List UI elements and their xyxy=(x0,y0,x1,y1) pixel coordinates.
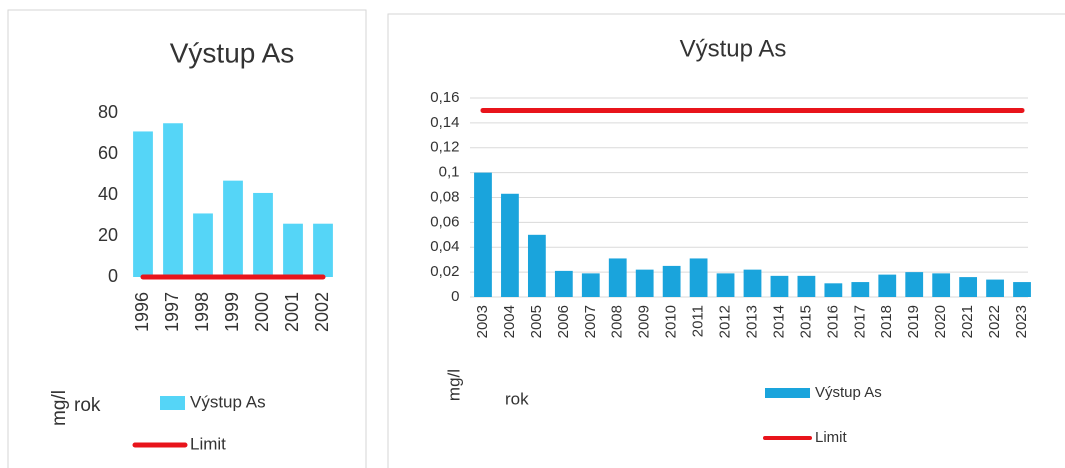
panel xyxy=(387,13,1065,468)
bar xyxy=(527,234,546,297)
bar xyxy=(662,265,681,297)
bar xyxy=(932,273,951,297)
legend-swatch xyxy=(765,388,810,398)
x-tick-label: 2001 xyxy=(282,292,302,332)
x-tick-label: 2018 xyxy=(878,305,895,338)
chart-title: Výstup As xyxy=(680,35,787,62)
x-tick-label: 2010 xyxy=(663,305,680,338)
y-axis-label: mg/l xyxy=(49,390,70,426)
legend-label: Limit xyxy=(815,429,848,446)
x-tick-label: 1997 xyxy=(162,292,182,332)
bar xyxy=(163,123,183,277)
x-tick-label: 1998 xyxy=(192,292,212,332)
bar xyxy=(501,193,519,297)
bar xyxy=(824,283,843,297)
bar xyxy=(770,275,789,297)
y-tick-label: 0,04 xyxy=(430,238,459,255)
bar xyxy=(878,274,897,297)
y-tick-label: 20 xyxy=(98,225,118,245)
x-tick-label: 2020 xyxy=(932,305,949,338)
bar xyxy=(689,258,708,297)
x-tick-label: 2014 xyxy=(770,305,787,338)
y-tick-label: 0,02 xyxy=(430,263,459,280)
panel xyxy=(7,9,367,468)
y-tick-label: 40 xyxy=(98,184,118,204)
y-axis-label: mg/l xyxy=(444,369,463,401)
legend-label: Výstup As xyxy=(190,392,266,411)
x-tick-label: 2009 xyxy=(636,305,653,338)
x-tick-label: 1999 xyxy=(222,292,242,332)
x-tick-label: 2022 xyxy=(986,305,1003,338)
x-tick-label: 2013 xyxy=(743,305,760,338)
x-tick-label: 2017 xyxy=(851,305,868,338)
x-tick-label: 2000 xyxy=(252,292,272,332)
x-axis-label: rok xyxy=(505,389,529,408)
x-tick-label: 2019 xyxy=(905,305,922,338)
x-tick-label: 2007 xyxy=(582,305,599,338)
bar xyxy=(133,131,153,277)
bar xyxy=(223,180,243,277)
x-tick-label: 2002 xyxy=(312,292,332,332)
y-tick-label: 60 xyxy=(98,143,118,163)
x-tick-label: 2023 xyxy=(1013,305,1030,338)
legend-swatch xyxy=(160,396,185,410)
chart-title: Výstup As xyxy=(170,37,295,68)
y-tick-label: 0,06 xyxy=(430,213,459,230)
y-tick-label: 0 xyxy=(108,266,118,286)
y-tick-label: 0,12 xyxy=(430,139,459,156)
x-tick-label: 2003 xyxy=(474,305,491,338)
y-tick-label: 0,16 xyxy=(430,89,459,106)
bar xyxy=(608,258,627,297)
bar xyxy=(313,223,333,277)
x-tick-label: 2015 xyxy=(797,305,814,338)
bar xyxy=(851,282,870,297)
x-tick-label: 2016 xyxy=(824,305,841,338)
x-tick-label: 2021 xyxy=(959,305,976,338)
legend-label: Limit xyxy=(190,434,226,453)
bar xyxy=(716,273,735,297)
bar xyxy=(743,269,762,297)
x-tick-label: 2011 xyxy=(690,305,707,337)
y-tick-label: 80 xyxy=(98,102,118,122)
bar xyxy=(581,273,600,297)
y-tick-label: 0,14 xyxy=(430,114,459,131)
bar xyxy=(554,270,573,297)
x-tick-label: 2008 xyxy=(609,305,626,338)
x-tick-label: 2005 xyxy=(528,305,545,338)
bar xyxy=(193,213,213,277)
bar xyxy=(1013,282,1031,297)
bar xyxy=(797,275,816,297)
legend-label: Výstup As xyxy=(815,384,882,401)
bar xyxy=(635,269,654,297)
x-tick-label: 2012 xyxy=(717,305,734,338)
y-tick-label: 0,08 xyxy=(430,188,459,205)
bar xyxy=(959,277,978,297)
x-tick-label: 2004 xyxy=(501,305,518,338)
x-tick-label: 1996 xyxy=(132,292,152,332)
bar xyxy=(986,279,1004,297)
y-tick-label: 0 xyxy=(451,288,459,305)
x-axis-label: rok xyxy=(74,395,101,416)
x-tick-label: 2006 xyxy=(555,305,572,338)
bar xyxy=(253,192,273,277)
bar xyxy=(283,223,303,277)
bar xyxy=(905,272,924,297)
y-tick-label: 0,1 xyxy=(439,164,460,181)
bar xyxy=(474,172,492,297)
